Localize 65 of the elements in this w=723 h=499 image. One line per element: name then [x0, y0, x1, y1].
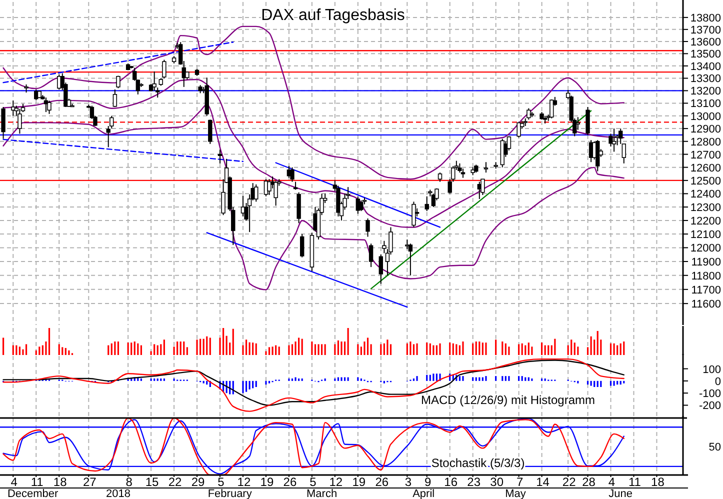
x-tick-label: 4	[10, 475, 18, 489]
x2-tick-label: December	[7, 488, 59, 499]
y-tick-label: 13200	[690, 86, 721, 98]
y-tick-label: 13700	[690, 24, 721, 36]
y-tick-label: 12400	[690, 188, 721, 201]
x-tick-label: 15	[145, 475, 160, 489]
y-tick-label: 12800	[690, 136, 721, 148]
y-tick-label: 13500	[690, 48, 721, 61]
y-tick-label: 12700	[690, 149, 721, 162]
y-tick-label: 0	[714, 376, 721, 388]
y-tick-label: 12200	[690, 215, 721, 228]
x-tick-label: 12	[237, 475, 251, 489]
x-tick-label: 11	[30, 475, 44, 489]
x-tick-label: 23	[467, 475, 481, 489]
x-tick-label: 8	[126, 475, 133, 489]
x-tick-label: 19	[260, 475, 274, 489]
y-tick-label: 13600	[690, 36, 721, 48]
x-tick-label: 5	[218, 475, 225, 489]
y-tick-label: 13300	[690, 73, 721, 86]
y-tick-label: 11700	[691, 284, 721, 296]
x-tick-label: 18	[651, 475, 665, 489]
x-tick-label: 18	[53, 475, 68, 489]
y-tick-label: 12100	[690, 229, 721, 242]
x2-tick-label: April	[412, 488, 435, 499]
y-tick-label: 12600	[690, 162, 721, 174]
x-tick-label: 26	[283, 475, 297, 489]
y-tick-label: -100	[698, 388, 721, 400]
y-tick-label: 11800	[691, 270, 721, 282]
y-tick-label: 13800	[690, 12, 721, 24]
y-tick-label: 12000	[690, 242, 721, 255]
x-tick-label: 29	[191, 475, 206, 489]
x-tick-label: 9	[424, 475, 432, 489]
x2-tick-label: June	[608, 488, 633, 499]
x2-tick-label: 2018	[106, 488, 130, 499]
y-tick-label: 13000	[690, 110, 721, 123]
x-tick-label: 19	[352, 475, 366, 489]
y-tick-label: -200	[698, 400, 721, 412]
text: MACD (12/26/9) mit Histogramm	[420, 393, 596, 407]
x2-tick-label: May	[505, 488, 526, 499]
y-tick-label: 100	[702, 364, 721, 376]
x-tick-label: 3	[404, 475, 412, 489]
y-tick-label: 11900	[691, 256, 721, 268]
x-tick-label: 22	[562, 475, 576, 489]
x-tick-label: 5	[310, 475, 317, 489]
y-tick-label: 13400	[690, 60, 721, 73]
y-tick-label: 12900	[690, 124, 721, 136]
x-tick-label: 22	[168, 475, 182, 489]
x-tick-label: 16	[444, 475, 458, 489]
text: 50	[708, 442, 721, 454]
x-tick-label: 11	[628, 475, 642, 489]
x-tick-label: 26	[375, 475, 389, 489]
y-tick-label: 12300	[690, 202, 721, 214]
x-tick-label: 4	[608, 475, 616, 489]
y-tick-label: 13100	[690, 98, 721, 110]
x-tick-label: 12	[329, 475, 343, 489]
y-tick-label: 12500	[690, 175, 721, 188]
y-tick-label: 11600	[691, 298, 721, 311]
x-tick-label: 30	[490, 475, 504, 489]
x2-tick-label: February	[208, 488, 252, 499]
x2-tick-label: March	[306, 488, 338, 499]
x-tick-label: 27	[82, 475, 97, 489]
x-tick-label: 28	[582, 475, 596, 489]
x-tick-label: 7	[516, 475, 524, 489]
x-tick-label: 14	[536, 475, 550, 489]
chart-title: DAX auf Tagesbasis	[261, 7, 405, 24]
